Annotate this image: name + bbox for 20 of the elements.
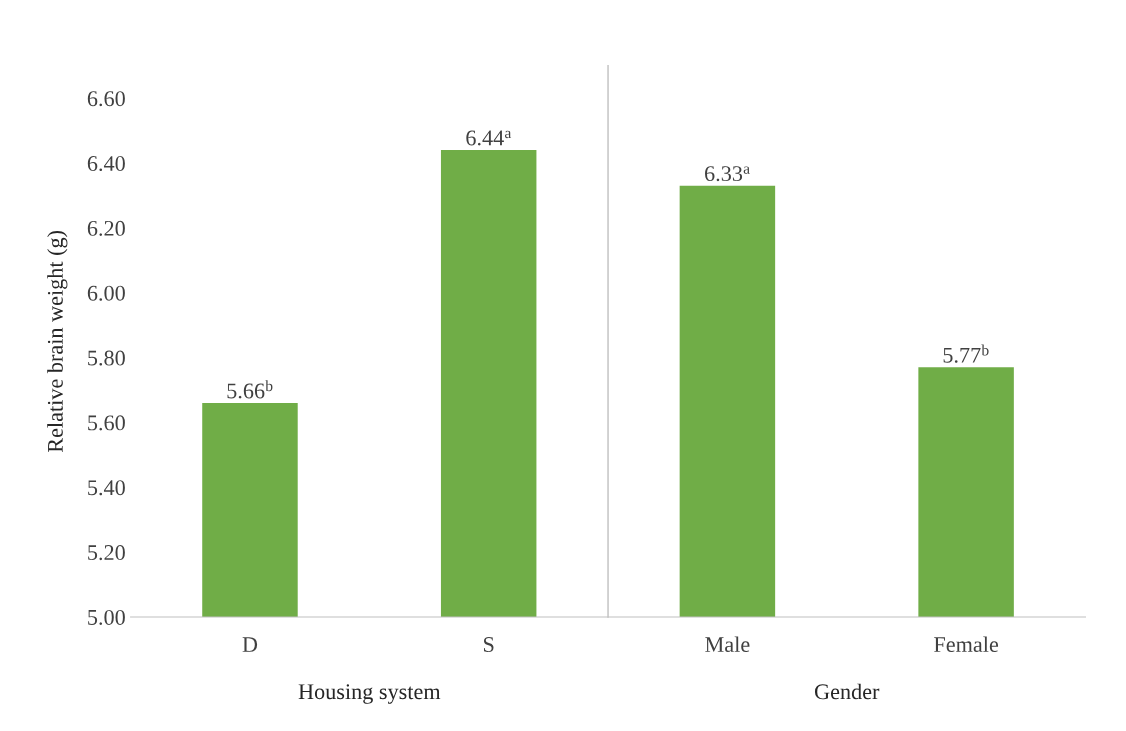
data-label: 5.66$^{b}$ [227, 380, 273, 399]
text: Gender [814, 683, 880, 700]
y-tick-label: 6.20 [87, 220, 125, 236]
y-tick-label: 6.40 [87, 155, 125, 172]
y-tick-label: 6.60 [87, 91, 125, 107]
y-tick-label: 5.40 [88, 480, 125, 496]
y-tick-label: 5.20 [88, 545, 125, 561]
x-tick-label: Female [934, 636, 999, 653]
x-tick-label: S [483, 637, 494, 653]
y-tick-label: 5.60 [88, 415, 125, 431]
y-tick-label: 5.80 [88, 350, 125, 366]
data-label: 6.33$^{a}$ [705, 166, 750, 182]
x-tick-label: D [242, 637, 258, 652]
y-tick-label: 6.00 [87, 285, 125, 301]
y-axis-title: Relative brain weight (g) [47, 230, 68, 453]
y-tick-label: 5.00 [88, 609, 125, 625]
text: Housing system [298, 684, 441, 704]
x-tick-label: Male [705, 636, 750, 653]
data-label: 5.77$^{b}$ [943, 344, 989, 363]
data-label: 6.44$^{a}$ [466, 130, 512, 146]
